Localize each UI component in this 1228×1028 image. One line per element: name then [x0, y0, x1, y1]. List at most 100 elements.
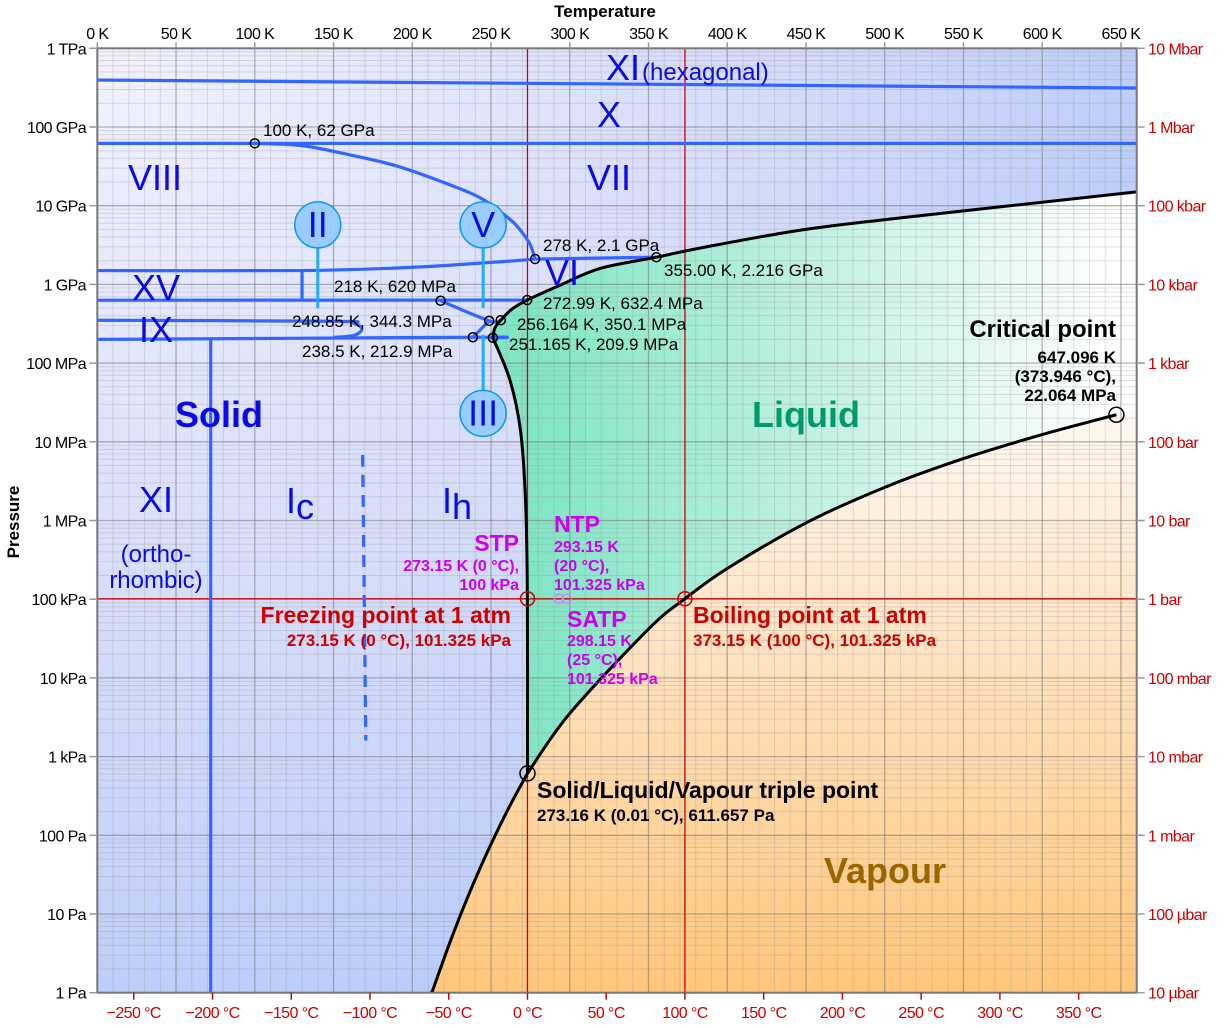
- ntp-l2: (20 °C),: [554, 558, 609, 575]
- critical-l1: 647.096 K: [1038, 348, 1117, 367]
- x-tick-label-top: 200 K: [393, 26, 433, 43]
- boiling-point-label: Boiling point at 1 atm 373.15 K (100 °C)…: [693, 602, 937, 650]
- y-tick-label-left: 100 GPa: [27, 120, 87, 137]
- annotation-238k: 238.5 K, 212.9 MPa: [302, 342, 453, 361]
- y-tick-label-left: 1 TPa: [47, 41, 87, 58]
- x-tick-label-bottom: −200 °C: [185, 1005, 239, 1022]
- y-tick-label-right: 1 mbar: [1148, 828, 1195, 845]
- x-tick-label-bottom: 250 °C: [898, 1005, 944, 1022]
- boiling-title: Boiling point at 1 atm: [693, 602, 927, 628]
- triple-title: Solid/Liquid/Vapour triple point: [537, 777, 878, 803]
- x-tick-label-bottom: −100 °C: [343, 1005, 397, 1022]
- y-tick-label-right: 10 mbar: [1148, 750, 1204, 767]
- freezing-l1: 273.15 K (0 °C), 101.325 kPa: [287, 631, 512, 650]
- phase-label-vapour: Vapour: [824, 850, 946, 891]
- x-tick-label-bottom: −50 °C: [426, 1005, 472, 1022]
- y-tick-label-left: 10 kPa: [40, 671, 87, 688]
- x-tick-label-bottom: 100 °C: [662, 1005, 708, 1022]
- satp-l2: (25 °C),: [567, 652, 622, 669]
- critical-l2: (373.946 °C),: [1015, 367, 1116, 386]
- x-tick-label-top: 150 K: [314, 26, 354, 43]
- ic-main: I: [286, 480, 296, 521]
- freezing-title: Freezing point at 1 atm: [261, 602, 511, 628]
- y-tick-label-right: 1 kbar: [1148, 356, 1190, 373]
- x-axis-title: Temperature: [554, 2, 656, 21]
- y-tick-label-right: 100 bar: [1148, 435, 1199, 452]
- x-tick-label-bottom: 50 °C: [588, 1005, 625, 1022]
- annotation-248k: 248.85 K, 344.3 MPa: [292, 312, 452, 331]
- y-tick-label-left: 1 kPa: [48, 750, 87, 767]
- x-tick-label-bottom: 300 °C: [977, 1005, 1023, 1022]
- annotation-272k: 272.99 K, 632.4 MPa: [543, 294, 703, 313]
- ice-phase-circle-label: III: [468, 392, 498, 433]
- region-label-xi-orthorhombic: XI: [139, 479, 173, 520]
- ih-main: I: [442, 480, 452, 521]
- annotation-355k: 355.00 K, 2.216 GPa: [664, 261, 823, 280]
- y-tick-label-left: 1 GPa: [44, 277, 87, 294]
- x-tick-label-top: 0 K: [86, 26, 109, 43]
- region-label-hexagonal: (hexagonal): [642, 59, 769, 86]
- annotation-278k: 278 K, 2.1 GPa: [543, 236, 660, 255]
- region-label-ix: IX: [139, 309, 173, 350]
- x-tick-label-bottom: 350 °C: [1056, 1005, 1102, 1022]
- y-tick-label-right: 100 µbar: [1148, 907, 1208, 924]
- region-label-xi-hexagonal: XI: [606, 47, 640, 88]
- x-tick-label-bottom: −250 °C: [107, 1005, 161, 1022]
- y-tick-label-left: 10 GPa: [35, 199, 86, 216]
- critical-title: Critical point: [969, 316, 1116, 343]
- x-tick-label-top: 450 K: [787, 26, 827, 43]
- ntp-l1: 293.15 K: [554, 539, 619, 556]
- x-tick-label-bottom: 150 °C: [741, 1005, 787, 1022]
- ih-sub: h: [452, 486, 472, 527]
- region-label-ic: Ic: [286, 480, 314, 527]
- x-tick-label-top: 550 K: [944, 26, 984, 43]
- y-tick-label-right: 1 bar: [1148, 592, 1183, 609]
- x-tick-label-bottom: 200 °C: [820, 1005, 866, 1022]
- x-tick-label-top: 300 K: [550, 26, 590, 43]
- stp-l2: 100 kPa: [459, 577, 519, 594]
- phase-label-solid: Solid: [175, 394, 263, 435]
- y-tick-label-left: 100 MPa: [26, 356, 87, 373]
- y-tick-label-right: 100 mbar: [1148, 671, 1212, 688]
- region-label-ortho: (ortho-: [121, 541, 192, 568]
- y-tick-label-left: 1 MPa: [43, 514, 87, 531]
- y-tick-label-left: 100 Pa: [39, 828, 87, 845]
- y-tick-label-left: 10 Pa: [47, 907, 87, 924]
- y-tick-label-right: 10 kbar: [1148, 277, 1198, 294]
- y-tick-label-right: 100 kbar: [1148, 199, 1207, 216]
- y-tick-label-right: 10 bar: [1148, 514, 1191, 531]
- region-label-viii: VIII: [128, 157, 182, 198]
- region-label-rhombic: rhombic): [109, 567, 202, 594]
- stp-title: STP: [474, 530, 519, 556]
- annotation-100k: 100 K, 62 GPa: [263, 121, 375, 140]
- stp-l1: 273.15 K (0 °C),: [403, 558, 519, 575]
- x-tick-label-top: 400 K: [708, 26, 748, 43]
- x-tick-label-top: 50 K: [161, 26, 192, 43]
- y-tick-label-right: 10 Mbar: [1148, 41, 1204, 58]
- region-label-vii: VII: [587, 157, 631, 198]
- y-tick-label-left: 10 MPa: [34, 435, 86, 452]
- x-tick-label-top: 250 K: [472, 26, 512, 43]
- annotation-256k: 256.164 K, 350.1 MPa: [517, 315, 687, 334]
- annotation-251k: 251.165 K, 209.9 MPa: [509, 335, 679, 354]
- region-label-ih: Ih: [442, 480, 472, 527]
- y-tick-label-right: 10 µbar: [1148, 986, 1200, 1003]
- x-tick-label-top: 100 K: [235, 26, 275, 43]
- y-tick-label-left: 100 kPa: [31, 592, 86, 609]
- y-tick-label-right: 1 Mbar: [1148, 120, 1195, 137]
- freezing-point-label: Freezing point at 1 atm 273.15 K (0 °C),…: [261, 602, 512, 650]
- phase-label-liquid: Liquid: [752, 394, 860, 435]
- y-tick-label-left: 1 Pa: [55, 986, 86, 1003]
- x-tick-label-top: 650 K: [1102, 26, 1142, 43]
- ic-sub: c: [296, 486, 314, 527]
- y-axis-title: Pressure: [4, 486, 23, 559]
- satp-l1: 298.15 K: [567, 633, 632, 650]
- region-label-xv: XV: [132, 267, 180, 308]
- ntp-title: NTP: [554, 511, 600, 537]
- x-tick-label-top: 600 K: [1023, 26, 1063, 43]
- ice-phase-circle-label: V: [471, 204, 495, 245]
- boiling-l1: 373.15 K (100 °C), 101.325 kPa: [693, 631, 937, 650]
- x-tick-label-top: 500 K: [865, 26, 905, 43]
- x-tick-label-top: 350 K: [629, 26, 669, 43]
